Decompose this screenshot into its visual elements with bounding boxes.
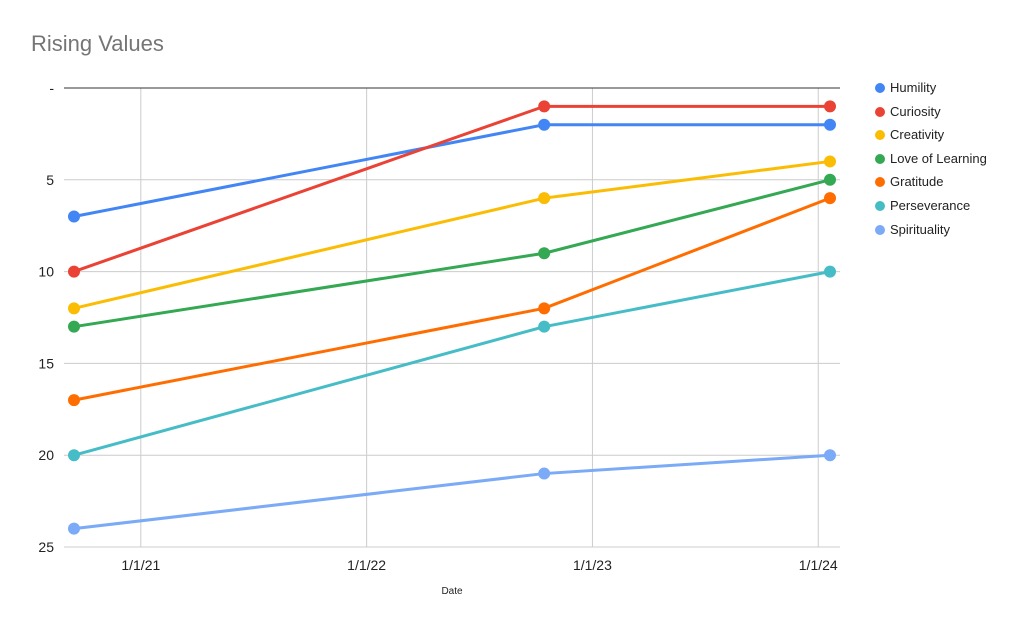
x-tick-label: 1/1/21 <box>121 557 160 573</box>
series-line-spirituality <box>73 453 831 531</box>
y-tick-label: 25 <box>38 539 54 555</box>
series-line-creativity <box>73 159 831 310</box>
data-point-love-of-learning <box>68 320 80 333</box>
data-point-creativity <box>68 302 80 315</box>
tick-labels: - 5 10 15 20 25 1/1/21 1/1/22 1/1/23 1/1/24 <box>38 80 837 573</box>
data-point-perseverance <box>68 449 80 462</box>
data-point-gratitude <box>68 394 80 407</box>
data-point-love-of-learning <box>538 247 551 260</box>
legend-marker <box>875 153 885 164</box>
data-point-humility <box>538 118 551 131</box>
data-point-creativity <box>538 192 551 205</box>
x-axis-title: Date <box>441 586 463 597</box>
x-tick-label: 1/1/22 <box>347 557 386 573</box>
y-tick-label: 10 <box>38 264 54 280</box>
x-tick-label: 1/1/24 <box>799 557 838 573</box>
data-point-curiosity <box>68 265 80 278</box>
legend-label: Spirituality <box>890 221 950 237</box>
legend-label: Creativity <box>890 127 945 143</box>
series-line-curiosity <box>73 104 830 274</box>
data-point-spirituality <box>68 522 80 535</box>
y-tick-label: 20 <box>38 447 54 463</box>
x-tick-label: 1/1/23 <box>573 557 612 573</box>
legend-marker <box>875 177 885 188</box>
data-point-humility <box>824 118 836 131</box>
data-point-perseverance <box>538 320 551 333</box>
legend-marker <box>875 130 885 141</box>
legend-label: Love of Learning <box>890 150 987 166</box>
data-point-spirituality <box>538 467 551 480</box>
y-tick-label: 5 <box>46 172 54 188</box>
series-line-love-of-learning <box>73 178 831 329</box>
legend-marker <box>875 83 885 93</box>
data-point-gratitude <box>538 302 551 315</box>
legend-label: Perseverance <box>890 197 971 213</box>
legend-label: Gratitude <box>890 174 944 190</box>
legend-label: Curiosity <box>890 103 941 119</box>
data-point-gratitude <box>824 192 836 205</box>
y-tick-label: - <box>49 80 54 96</box>
y-tick-label: 15 <box>38 355 54 371</box>
data-point-perseverance <box>824 265 836 278</box>
chart-title: Rising Values <box>31 31 164 56</box>
series-line-gratitude <box>73 196 831 402</box>
legend-label: Humility <box>890 80 937 95</box>
data-point-creativity <box>824 155 836 168</box>
legend-marker <box>875 224 885 235</box>
data-point-curiosity <box>824 100 836 113</box>
series-lines <box>68 100 836 535</box>
gridlines <box>64 88 840 548</box>
data-point-spirituality <box>824 449 836 462</box>
data-point-love-of-learning <box>824 173 836 186</box>
legend-marker <box>875 106 885 117</box>
data-point-curiosity <box>538 100 551 113</box>
data-point-humility <box>68 210 80 223</box>
legend-marker <box>875 200 885 211</box>
